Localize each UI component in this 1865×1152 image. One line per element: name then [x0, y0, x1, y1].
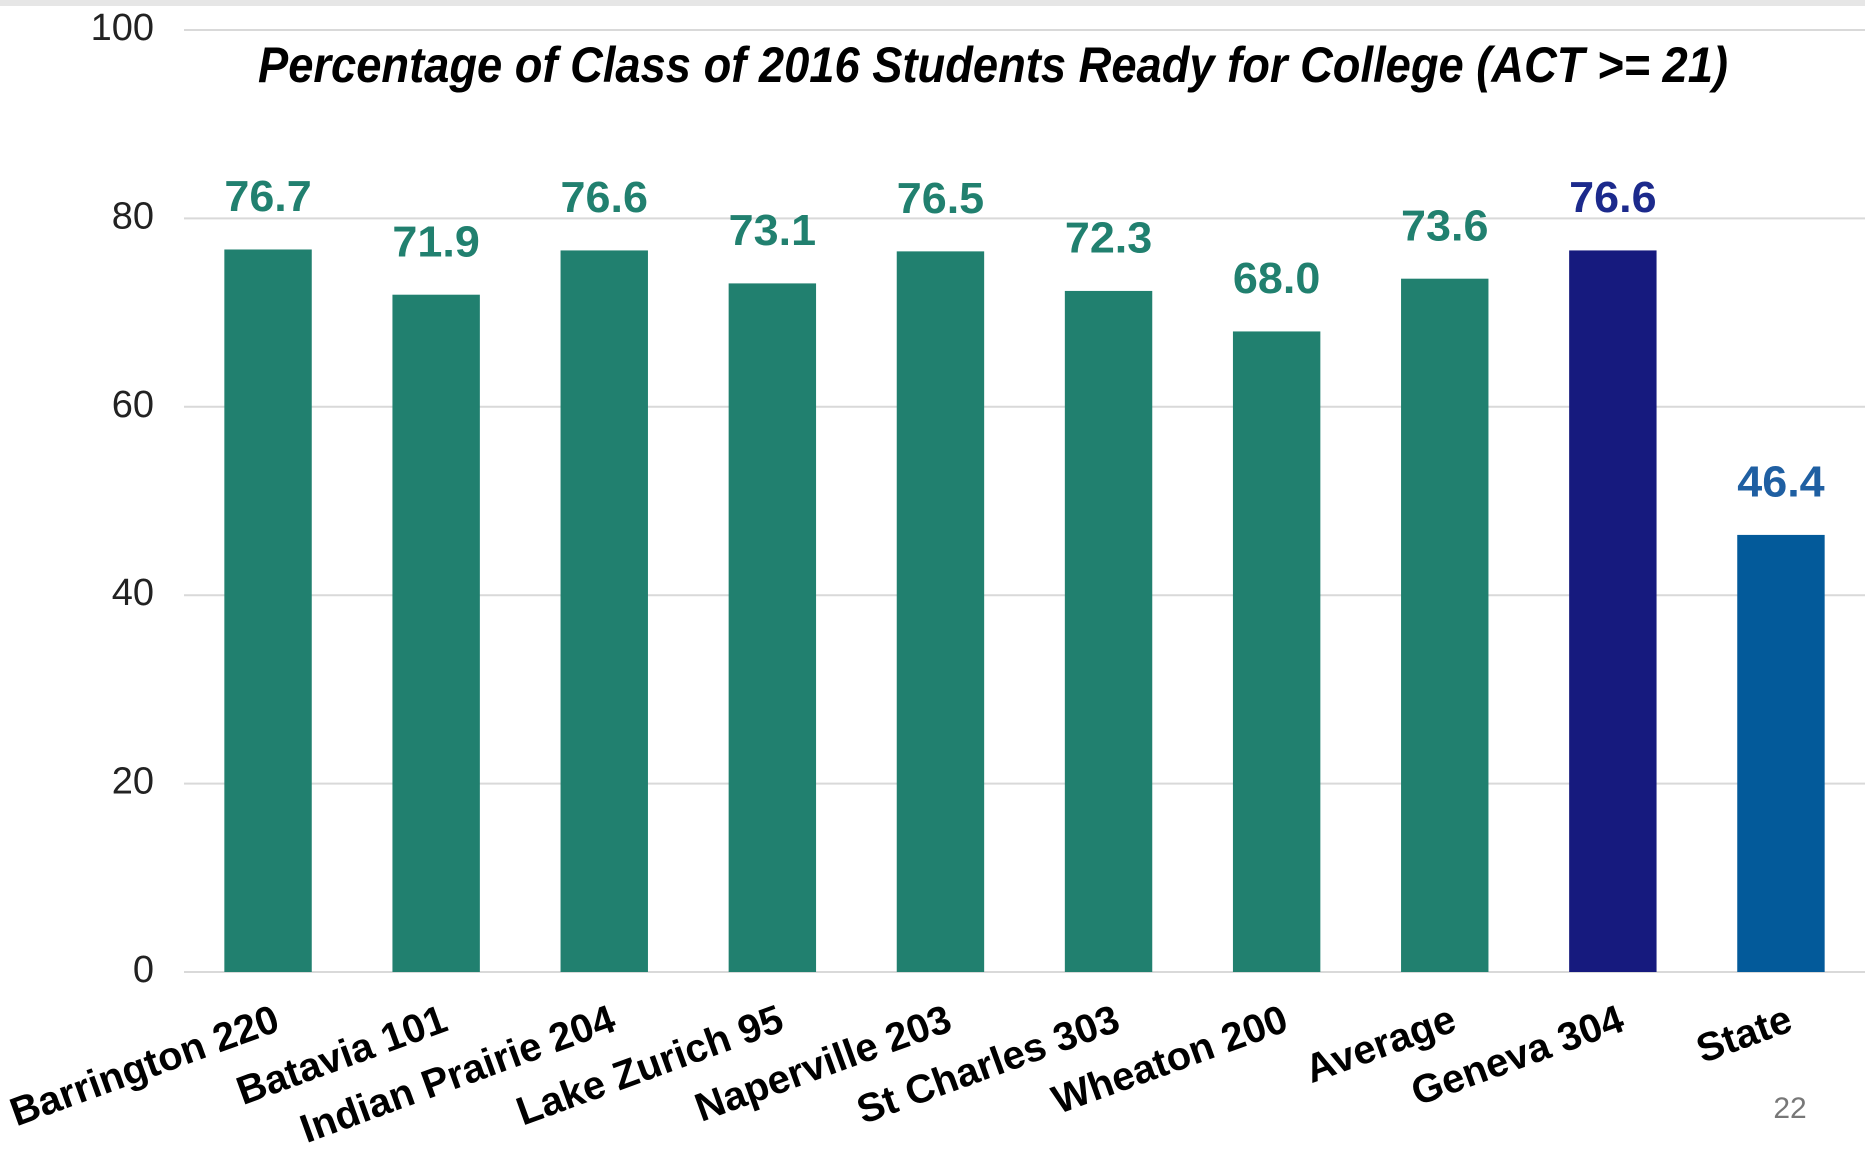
bar: [728, 283, 817, 972]
y-tick-label: 0: [133, 949, 154, 991]
bar: [1064, 290, 1153, 973]
value-label: 76.7: [224, 172, 311, 221]
bar: [1569, 250, 1657, 973]
y-tick-label: 20: [112, 761, 154, 803]
y-tick-label: 100: [91, 7, 154, 49]
bar: [1401, 278, 1489, 972]
value-label: 46.4: [1737, 458, 1825, 507]
page-number: 22: [1773, 1092, 1806, 1125]
x-tick-label: Barrington 220: [4, 997, 284, 1135]
value-label: 76.6: [1569, 173, 1656, 222]
bar: [896, 251, 985, 972]
value-label: 73.1: [729, 206, 816, 255]
bar: [1232, 331, 1321, 972]
value-label: 71.9: [392, 217, 479, 266]
value-label: 73.6: [1401, 201, 1488, 250]
top-border: [0, 0, 1865, 6]
value-label: 72.3: [1065, 214, 1152, 263]
bar: [224, 249, 312, 973]
value-label: 68.0: [1233, 254, 1320, 303]
y-tick-label: 80: [112, 195, 154, 237]
value-label: 76.5: [897, 174, 984, 223]
value-label: 76.6: [561, 173, 648, 222]
y-tick-label: 60: [112, 384, 154, 426]
chart-title: Percentage of Class of 2016 Students Rea…: [258, 37, 1728, 93]
bar: [392, 294, 480, 972]
x-tick-label: State: [1691, 997, 1798, 1072]
bar: [560, 250, 648, 973]
y-tick-label: 40: [112, 572, 154, 614]
bar: [1737, 534, 1825, 972]
